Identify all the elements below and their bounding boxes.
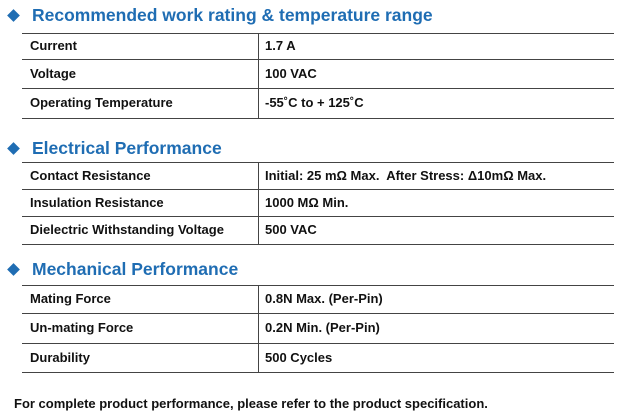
row-label: Operating Temperature (30, 95, 173, 110)
section-title: Recommended work rating & temperature ra… (32, 5, 433, 25)
row-label: Insulation Resistance (30, 194, 164, 210)
bullet (7, 142, 20, 155)
row-label: Durability (30, 349, 90, 365)
row-value: -55˚C to + 125˚C (265, 95, 364, 110)
rule (22, 216, 614, 217)
rule (22, 372, 614, 373)
row-label: Current (30, 38, 77, 53)
row-value: 0.8N Max. (Per-Pin) (265, 291, 383, 306)
rule (22, 59, 614, 60)
rule (22, 162, 614, 163)
rule (22, 244, 614, 245)
section-title: Electrical Performance (32, 138, 222, 158)
row-value: 500 VAC (265, 222, 317, 237)
column-divider (258, 285, 259, 372)
rule (22, 189, 614, 190)
row-label: Voltage (30, 65, 76, 81)
row-value: Initial: 25 mΩ Max. After Stress: Δ10mΩ … (265, 167, 547, 183)
rule (22, 285, 614, 286)
rule (22, 118, 614, 119)
row-label: Un-mating Force (30, 320, 134, 335)
rule (22, 313, 614, 314)
row-label: Mating Force (30, 291, 111, 306)
row-value: 1000 MΩ Min. (265, 194, 349, 210)
column-divider (258, 33, 259, 118)
section-title: Mechanical Performance (32, 259, 239, 279)
row-value: 500 Cycles (265, 349, 333, 365)
rule (22, 33, 614, 34)
rule (22, 88, 614, 89)
row-value: 1.7 A (265, 38, 296, 53)
row-value: 100 VAC (265, 65, 317, 81)
row-label: Dielectric Withstanding Voltage (30, 222, 224, 237)
column-divider (258, 162, 259, 244)
row-label: Contact Resistance (30, 167, 151, 183)
bullet (7, 9, 20, 22)
rule (22, 343, 614, 344)
row-value: 0.2N Min. (Per-Pin) (265, 320, 380, 335)
footer-note: For complete product performance, please… (14, 396, 488, 411)
bullet (7, 263, 20, 276)
